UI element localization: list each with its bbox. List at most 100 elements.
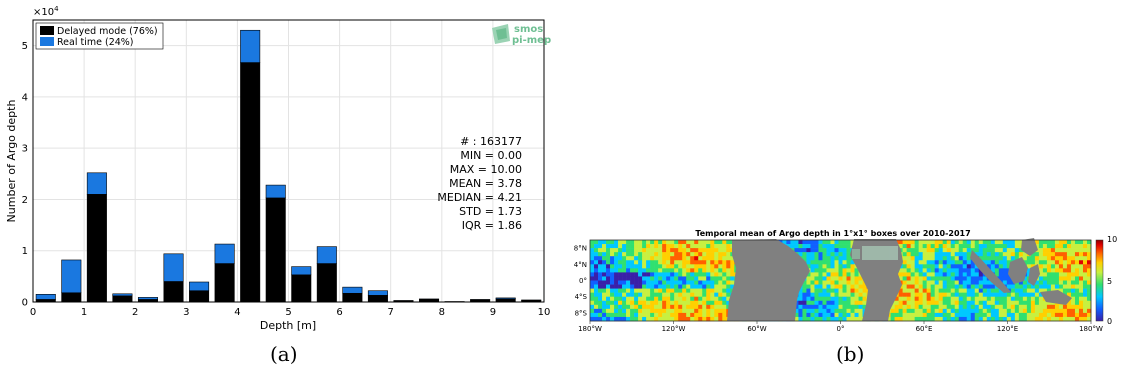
heatmap-cell	[698, 308, 703, 314]
heatmap-cell	[690, 304, 695, 310]
heatmap-cell	[626, 268, 631, 273]
heatmap-cell	[846, 264, 851, 269]
heatmap-cell	[710, 300, 715, 306]
heatmap-cell	[986, 296, 992, 302]
heatmap-cell	[902, 300, 907, 306]
heatmap-cell	[1050, 248, 1056, 253]
heatmap-cell	[818, 252, 823, 257]
heatmap-cell	[998, 268, 1004, 273]
heatmap-cell	[850, 296, 855, 302]
heatmap-cell	[954, 252, 960, 257]
heatmap-cell	[646, 256, 651, 261]
heatmap-cell	[714, 308, 719, 314]
heatmap-cell	[830, 316, 835, 322]
heatmap-cell	[726, 240, 731, 245]
heatmap-cell	[818, 256, 823, 261]
heatmap-cell	[1026, 268, 1032, 273]
heatmap-cell	[1026, 264, 1032, 269]
heatmap-cell	[894, 312, 899, 318]
heatmap-cell	[642, 268, 647, 273]
heatmap-cell	[1038, 284, 1044, 289]
y-tick-label: 2	[22, 195, 28, 206]
heatmap-cell	[850, 304, 855, 310]
heatmap-cell	[938, 276, 944, 281]
heatmap-cell	[590, 300, 595, 306]
heatmap-cell	[950, 304, 956, 310]
heatmap-cell	[818, 288, 823, 293]
heatmap-cell	[850, 300, 855, 306]
heatmap-cell	[606, 316, 611, 322]
heatmap-cell	[1038, 276, 1044, 281]
heatmap-cell	[806, 296, 811, 302]
heatmap-cell	[690, 316, 695, 322]
heatmap-cell	[638, 292, 643, 297]
heatmap-cell	[1058, 308, 1064, 314]
heatmap-cell	[674, 300, 679, 306]
heatmap-cell	[1066, 316, 1072, 322]
heatmap-cell	[614, 256, 619, 261]
heatmap-cell	[726, 260, 731, 265]
heatmap-cell	[994, 264, 1000, 269]
heatmap-cell	[706, 264, 711, 269]
heatmap-cell	[954, 260, 960, 265]
heatmap-cell	[922, 276, 927, 281]
heatmap-cell	[922, 316, 927, 322]
heatmap-cell	[894, 316, 899, 322]
heatmap-cell	[846, 308, 851, 314]
heatmap-cell	[978, 244, 984, 249]
heatmap-cell	[946, 280, 952, 285]
heatmap-cell	[818, 312, 823, 318]
heatmap-cell	[814, 308, 819, 314]
heatmap-cell	[830, 264, 835, 269]
heatmap-cell	[1066, 264, 1072, 269]
heatmap-cell	[850, 260, 855, 265]
heatmap-cell	[918, 292, 923, 297]
heatmap-cell	[1086, 244, 1092, 249]
heatmap-cell	[958, 268, 964, 273]
heatmap-cell	[818, 316, 823, 322]
heatmap-cell	[654, 280, 659, 285]
heatmap-cell	[622, 280, 627, 285]
heatmap-cell	[634, 312, 639, 318]
heatmap-cell	[658, 292, 663, 297]
heatmap-cell	[946, 256, 952, 261]
heatmap-cell	[902, 312, 907, 318]
heatmap-cell	[682, 300, 687, 306]
heatmap-cell	[926, 260, 931, 265]
heatmap-cell	[914, 284, 919, 289]
bar-real-time	[470, 299, 491, 301]
heatmap-cell	[666, 260, 671, 265]
heatmap-cell	[794, 308, 799, 314]
heatmap-cell	[934, 284, 939, 289]
heatmap-cell	[838, 296, 843, 302]
heatmap-cell	[666, 276, 671, 281]
heatmap-cell	[710, 296, 715, 302]
heatmap-cell	[650, 240, 655, 245]
heatmap-cell	[826, 280, 831, 285]
heatmap-cell	[794, 312, 799, 318]
heatmap-cell	[1070, 264, 1076, 269]
heatmap-cell	[650, 300, 655, 306]
heatmap-cell	[918, 252, 923, 257]
heatmap-cell	[1054, 312, 1060, 318]
heatmap-cell	[922, 252, 927, 257]
heatmap-cell	[806, 264, 811, 269]
heatmap-cell	[642, 256, 647, 261]
heatmap-cell	[798, 296, 803, 302]
heatmap-cell	[654, 272, 659, 277]
legend-swatch-delayed	[40, 26, 54, 35]
heatmap-cell	[602, 304, 607, 310]
heatmap-cell	[962, 244, 968, 249]
heatmap-cell	[618, 276, 623, 281]
heatmap-cell	[846, 292, 851, 297]
heatmap-cell	[694, 280, 699, 285]
heatmap-cell	[710, 240, 715, 245]
heatmap-cell	[718, 316, 723, 322]
heatmap-cell	[610, 256, 615, 261]
map-x-tick-label: 60°E	[916, 325, 933, 333]
heatmap-cell	[834, 300, 839, 306]
heatmap-cell	[934, 272, 939, 277]
heatmap-cell	[658, 252, 663, 257]
heatmap-cell	[1058, 280, 1064, 285]
heatmap-cell	[966, 252, 972, 257]
